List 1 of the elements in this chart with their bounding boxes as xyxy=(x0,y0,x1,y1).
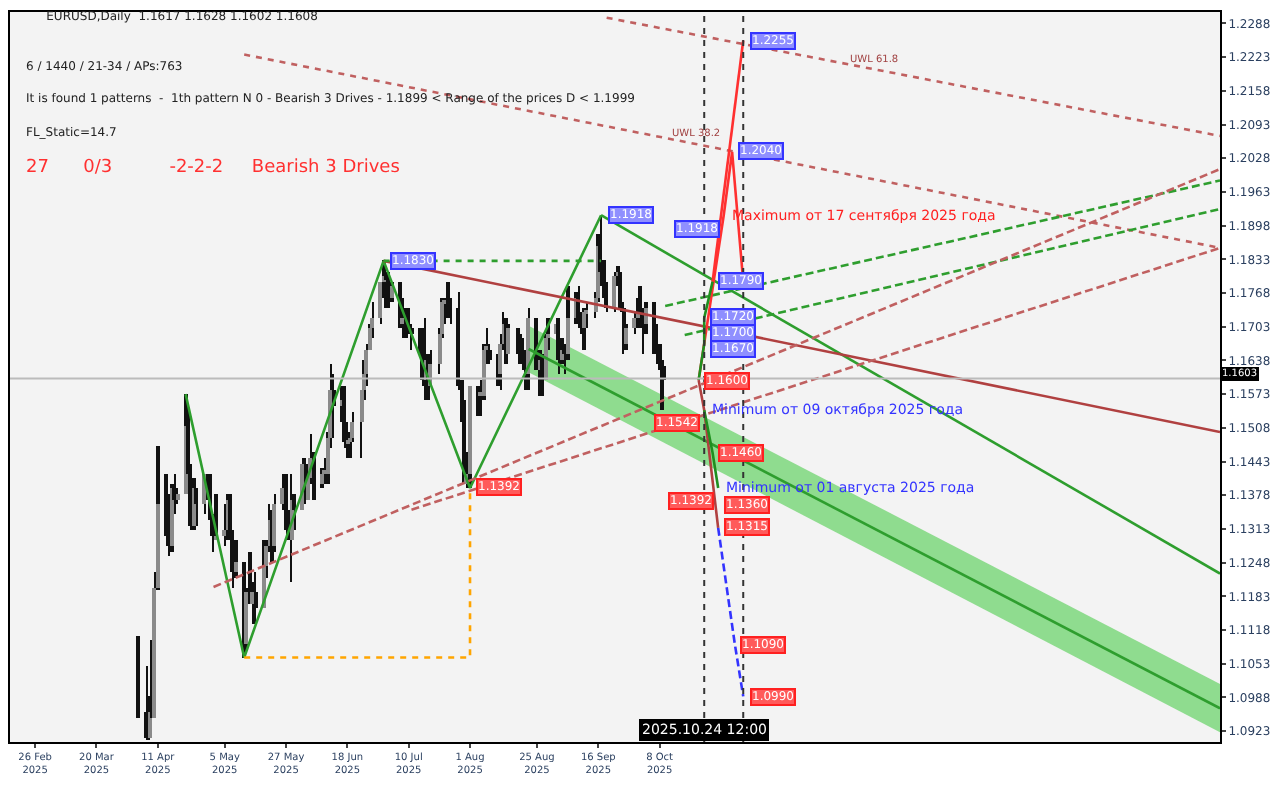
annotation: 27 0/3 -2-2-2 Bearish 3 Drives xyxy=(26,158,401,178)
